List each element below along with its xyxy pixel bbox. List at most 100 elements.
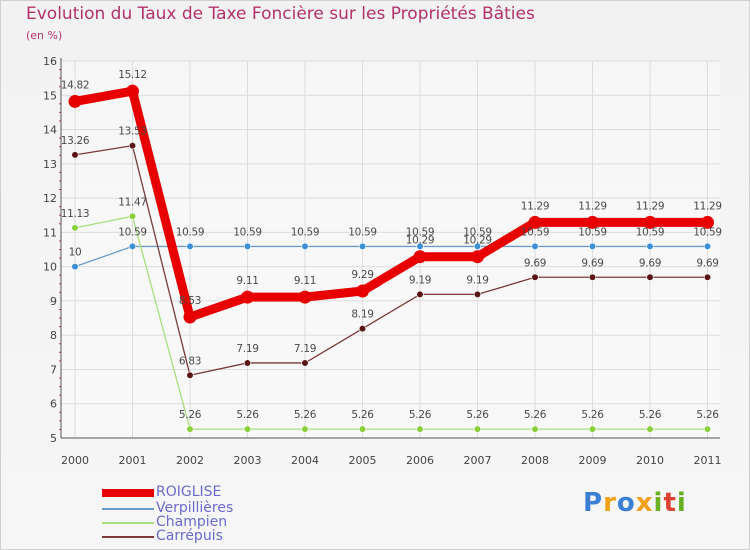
series-line-0 bbox=[70, 86, 712, 322]
logo-letter: o bbox=[616, 488, 636, 518]
data-label: 5.26 bbox=[294, 409, 317, 421]
data-point-3 bbox=[128, 142, 137, 150]
data-label: 10.59 bbox=[521, 226, 550, 238]
data-label: 6.83 bbox=[179, 355, 201, 367]
data-point-0 bbox=[126, 84, 139, 98]
data-point-1 bbox=[243, 242, 252, 251]
data-label: 8.19 bbox=[351, 309, 373, 321]
data-label: 11.29 bbox=[578, 200, 607, 212]
data-label: 10.59 bbox=[176, 226, 205, 238]
y-tick-label: 11 bbox=[43, 226, 57, 239]
legend-swatch bbox=[102, 536, 154, 538]
logo-letter: i bbox=[676, 488, 687, 518]
x-tick-label: 2003 bbox=[234, 454, 262, 467]
y-tick-label: 9 bbox=[50, 295, 57, 308]
data-label: 11.29 bbox=[521, 200, 550, 212]
data-point-1 bbox=[473, 242, 482, 251]
data-point-2 bbox=[646, 425, 654, 433]
data-point-3 bbox=[646, 273, 654, 281]
data-point-0 bbox=[528, 215, 542, 229]
y-tick-label: 10 bbox=[43, 261, 57, 274]
data-point-3 bbox=[71, 151, 79, 159]
data-point-3 bbox=[358, 325, 367, 333]
x-tick-label: 2005 bbox=[349, 454, 377, 467]
logo-letter: i bbox=[653, 488, 664, 518]
legend-swatch bbox=[102, 508, 154, 510]
data-point-2 bbox=[301, 425, 309, 433]
data-point-0 bbox=[298, 290, 312, 304]
x-tick-label: 2010 bbox=[636, 454, 664, 467]
data-point-1 bbox=[531, 242, 539, 251]
plot-area bbox=[61, 61, 720, 438]
data-label: 10.59 bbox=[291, 226, 320, 238]
data-label: 7.19 bbox=[236, 343, 258, 355]
data-label: 5.26 bbox=[351, 409, 374, 421]
series-line-1 bbox=[74, 245, 709, 268]
data-label: 10.29 bbox=[406, 235, 435, 247]
data-label: 9.29 bbox=[351, 269, 373, 281]
data-label: 9.11 bbox=[236, 275, 258, 287]
data-point-3 bbox=[531, 273, 539, 281]
data-label: 5.26 bbox=[524, 409, 547, 421]
series-markers bbox=[68, 84, 714, 433]
legend-label: Carrépuis bbox=[156, 528, 223, 544]
series-line-3 bbox=[74, 145, 709, 376]
logo-letter: P bbox=[583, 488, 604, 518]
y-tick-label: 5 bbox=[50, 432, 57, 445]
data-labels: 14.82 15.12 8.53 9.11 9.11 9.29 10.29 10.29 11.2… bbox=[61, 69, 722, 421]
data-label: 5.26 bbox=[696, 409, 719, 421]
data-point-1 bbox=[588, 242, 597, 251]
x-tick-label: 2002 bbox=[176, 454, 204, 467]
data-point-2 bbox=[128, 212, 137, 220]
data-label: 5.26 bbox=[581, 409, 604, 421]
data-label: 8.53 bbox=[179, 295, 201, 307]
data-point-2 bbox=[588, 425, 597, 433]
y-tick-label: 12 bbox=[43, 192, 57, 205]
data-label: 14.82 bbox=[61, 79, 90, 91]
data-label: 10.59 bbox=[636, 226, 665, 238]
x-tick-label: 2004 bbox=[291, 454, 319, 467]
data-point-3 bbox=[588, 273, 597, 281]
data-point-2 bbox=[243, 425, 252, 433]
data-label: 7.19 bbox=[294, 343, 316, 355]
data-label: 11.47 bbox=[118, 196, 147, 208]
data-point-3 bbox=[186, 371, 194, 379]
x-tick-label: 2000 bbox=[61, 454, 89, 467]
data-label: 9.69 bbox=[581, 257, 603, 269]
data-label: 10.59 bbox=[693, 226, 722, 238]
proxiti-logo: Proxiti bbox=[583, 488, 687, 518]
data-point-3 bbox=[703, 273, 712, 281]
data-point-0 bbox=[241, 290, 254, 304]
data-point-0 bbox=[586, 215, 599, 229]
data-label: 10.59 bbox=[578, 226, 607, 238]
data-point-1 bbox=[358, 242, 367, 251]
data-label: 5.26 bbox=[639, 409, 662, 421]
legend-label: ROIGLISE bbox=[156, 484, 222, 500]
data-point-2 bbox=[71, 224, 79, 232]
y-tick-label: 15 bbox=[43, 89, 57, 102]
data-label: 9.69 bbox=[524, 257, 546, 269]
data-point-0 bbox=[68, 94, 82, 108]
data-point-0 bbox=[471, 250, 484, 264]
data-point-2 bbox=[186, 425, 194, 433]
data-point-1 bbox=[71, 263, 79, 271]
y-tick-label: 6 bbox=[50, 398, 57, 411]
data-label: 9.19 bbox=[466, 274, 488, 286]
y-tick-label: 16 bbox=[43, 55, 57, 68]
data-label: 10.59 bbox=[406, 226, 435, 238]
data-label: 9.19 bbox=[409, 274, 431, 286]
data-point-0 bbox=[643, 215, 657, 229]
data-point-0 bbox=[183, 310, 197, 324]
data-point-0 bbox=[356, 284, 369, 298]
axes: 5 6 7 8 9 10 11 12 13 14 15 16 2000 2001 2002 2003 2004 2… bbox=[43, 55, 722, 467]
data-point-2 bbox=[473, 425, 482, 433]
data-point-1 bbox=[703, 242, 712, 251]
data-point-2 bbox=[358, 425, 367, 433]
legend-swatch bbox=[102, 522, 154, 524]
x-tick-label: 2011 bbox=[694, 454, 722, 467]
data-point-3 bbox=[473, 290, 482, 298]
x-tick-label: 2007 bbox=[464, 454, 492, 467]
series-line-2 bbox=[74, 215, 709, 430]
data-label: 5.26 bbox=[236, 409, 259, 421]
